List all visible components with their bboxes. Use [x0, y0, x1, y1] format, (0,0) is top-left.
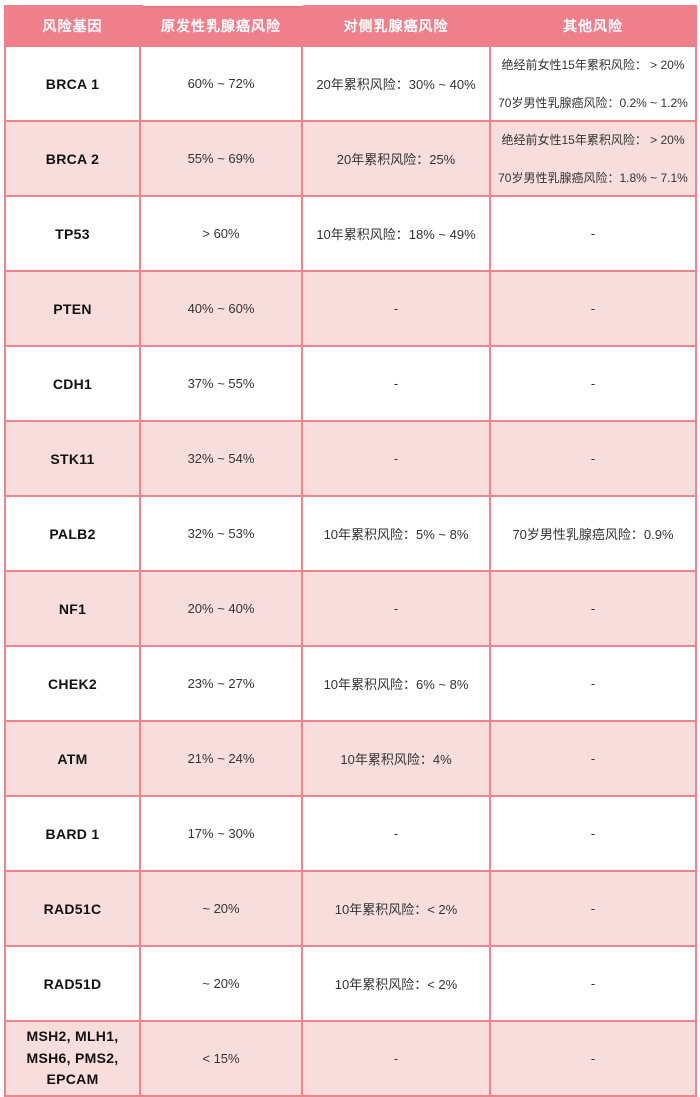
- table-row-brca1: BRCA 1 60% ~ 72% 20年累积风险：30% ~ 40% 绝经前女性…: [4, 45, 697, 122]
- gene-name-line: MSH2, MLH1,: [26, 1027, 119, 1044]
- other-risk-cell: -: [489, 645, 697, 722]
- primary-risk-cell: 20% ~ 40%: [139, 570, 303, 647]
- gene-cell: NF1: [4, 570, 141, 647]
- gene-cell: STK11: [4, 420, 141, 497]
- header-row: 风险基因 原发性乳腺癌风险 对侧乳腺癌风险 其他风险: [4, 5, 697, 47]
- gene-cell: CHEK2: [4, 645, 141, 722]
- primary-risk-cell: 23% ~ 27%: [139, 645, 303, 722]
- primary-risk-cell: 17% ~ 30%: [139, 795, 303, 872]
- contralateral-risk-cell: 20年累积风险：30% ~ 40%: [301, 45, 491, 122]
- column-header-primary-risk: 原发性乳腺癌风险: [139, 5, 303, 47]
- gene-cell: BRCA 2: [4, 120, 141, 197]
- contralateral-risk-cell: 10年累积风险：5% ~ 8%: [301, 495, 491, 572]
- primary-risk-cell: 40% ~ 60%: [139, 270, 303, 347]
- primary-risk-cell: > 60%: [139, 195, 303, 272]
- table-row-brca2: BRCA 2 55% ~ 69% 20年累积风险：25% 绝经前女性15年累积风…: [4, 120, 697, 197]
- contralateral-risk-cell: 10年累积风险：18% ~ 49%: [301, 195, 491, 272]
- other-risk-cell: -: [489, 945, 697, 1022]
- gene-cell: TP53: [4, 195, 141, 272]
- other-risk-cell: -: [489, 420, 697, 497]
- other-risk-cell: -: [489, 795, 697, 872]
- other-risk-lines: 绝经前女性15年累积风险： > 20% 70岁男性乳腺癌风险：0.2% ~ 1.…: [495, 56, 691, 111]
- gene-cell: RAD51C: [4, 870, 141, 947]
- gene-cell: PTEN: [4, 270, 141, 347]
- other-risk-cell: -: [489, 1020, 697, 1097]
- table-row-nf1: NF1 20% ~ 40% - -: [4, 570, 697, 647]
- contralateral-risk-cell: 20年累积风险：25%: [301, 120, 491, 197]
- primary-risk-cell: 21% ~ 24%: [139, 720, 303, 797]
- gene-cell: BARD 1: [4, 795, 141, 872]
- table-row-pten: PTEN 40% ~ 60% - -: [4, 270, 697, 347]
- table-row-rad51c: RAD51C ~ 20% 10年累积风险：< 2% -: [4, 870, 697, 947]
- other-risk-cell: -: [489, 270, 697, 347]
- gene-cell: ATM: [4, 720, 141, 797]
- primary-risk-cell: 32% ~ 54%: [139, 420, 303, 497]
- primary-risk-cell: 60% ~ 72%: [139, 45, 303, 122]
- column-header-other-risk: 其他风险: [489, 5, 697, 47]
- contralateral-risk-cell: -: [301, 570, 491, 647]
- other-risk-line: 绝经前女性15年累积风险： > 20%: [501, 133, 685, 147]
- primary-risk-cell: 32% ~ 53%: [139, 495, 303, 572]
- table-row-stk11: STK11 32% ~ 54% - -: [4, 420, 697, 497]
- table-row-atm: ATM 21% ~ 24% 10年累积风险：4% -: [4, 720, 697, 797]
- top-white-artifact: [143, 0, 303, 8]
- gene-name-line: MSH6, PMS2,: [26, 1049, 119, 1066]
- other-risk-cell: -: [489, 345, 697, 422]
- primary-risk-cell: ~ 20%: [139, 870, 303, 947]
- contralateral-risk-cell: -: [301, 345, 491, 422]
- other-risk-cell: 绝经前女性15年累积风险： > 20% 70岁男性乳腺癌风险：0.2% ~ 1.…: [489, 45, 697, 122]
- table-row-tp53: TP53 > 60% 10年累积风险：18% ~ 49% -: [4, 195, 697, 272]
- other-risk-cell: 70岁男性乳腺癌风险：0.9%: [489, 495, 697, 572]
- table-row-rad51d: RAD51D ~ 20% 10年累积风险：< 2% -: [4, 945, 697, 1022]
- other-risk-line: 绝经前女性15年累积风险： > 20%: [501, 58, 685, 72]
- contralateral-risk-cell: -: [301, 795, 491, 872]
- contralateral-risk-cell: 10年累积风险：4%: [301, 720, 491, 797]
- other-risk-cell: -: [489, 720, 697, 797]
- table-row-bard1: BARD 1 17% ~ 30% - -: [4, 795, 697, 872]
- gene-cell: RAD51D: [4, 945, 141, 1022]
- table-row-chek2: CHEK2 23% ~ 27% 10年累积风险：6% ~ 8% -: [4, 645, 697, 722]
- contralateral-risk-cell: 10年累积风险：6% ~ 8%: [301, 645, 491, 722]
- column-header-contralateral-risk: 对侧乳腺癌风险: [301, 5, 491, 47]
- risk-gene-table: 风险基因 原发性乳腺癌风险 对侧乳腺癌风险 其他风险 BRCA 1 60% ~ …: [4, 5, 697, 1097]
- contralateral-risk-cell: 10年累积风险：< 2%: [301, 945, 491, 1022]
- primary-risk-cell: < 15%: [139, 1020, 303, 1097]
- contralateral-risk-cell: -: [301, 270, 491, 347]
- column-header-gene: 风险基因: [4, 5, 141, 47]
- primary-risk-cell: 37% ~ 55%: [139, 345, 303, 422]
- contralateral-risk-cell: -: [301, 420, 491, 497]
- table-row-mmr-genes: MSH2, MLH1, MSH6, PMS2, EPCAM < 15% - -: [4, 1020, 697, 1097]
- other-risk-cell: -: [489, 570, 697, 647]
- gene-name-lines: MSH2, MLH1, MSH6, PMS2, EPCAM: [10, 1026, 135, 1091]
- other-risk-cell: -: [489, 195, 697, 272]
- gene-cell: PALB2: [4, 495, 141, 572]
- other-risk-cell: -: [489, 870, 697, 947]
- gene-name-line: EPCAM: [46, 1071, 99, 1088]
- other-risk-line: 70岁男性乳腺癌风险：0.2% ~ 1.2%: [498, 96, 688, 110]
- contralateral-risk-cell: 10年累积风险：< 2%: [301, 870, 491, 947]
- primary-risk-cell: 55% ~ 69%: [139, 120, 303, 197]
- gene-cell: MSH2, MLH1, MSH6, PMS2, EPCAM: [4, 1020, 141, 1097]
- other-risk-line: 70岁男性乳腺癌风险：1.8% ~ 7.1%: [498, 171, 688, 185]
- gene-cell: BRCA 1: [4, 45, 141, 122]
- table-row-cdh1: CDH1 37% ~ 55% - -: [4, 345, 697, 422]
- primary-risk-cell: ~ 20%: [139, 945, 303, 1022]
- contralateral-risk-cell: -: [301, 1020, 491, 1097]
- other-risk-lines: 绝经前女性15年累积风险： > 20% 70岁男性乳腺癌风险：1.8% ~ 7.…: [495, 131, 691, 186]
- gene-cell: CDH1: [4, 345, 141, 422]
- other-risk-cell: 绝经前女性15年累积风险： > 20% 70岁男性乳腺癌风险：1.8% ~ 7.…: [489, 120, 697, 197]
- table-row-palb2: PALB2 32% ~ 53% 10年累积风险：5% ~ 8% 70岁男性乳腺癌…: [4, 495, 697, 572]
